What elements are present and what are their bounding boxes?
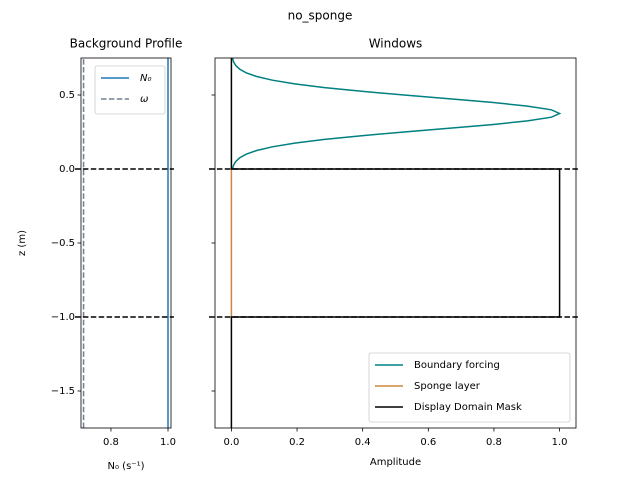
series-line [231,58,562,170]
x-tick-label: 0.8 [103,437,119,448]
x-axis-label: N₀ (s⁻¹) [108,461,145,472]
x-tick-label: 0.4 [355,437,371,448]
y-axis-label: z (m) [17,230,28,256]
legend-label: Display Domain Mask [414,402,522,413]
x-tick-label: 0.6 [420,437,436,448]
x-tick-label: 0.0 [223,437,239,448]
legend-box [94,65,166,115]
y-tick-label: −0.5 [51,238,75,249]
x-tick-label: 0.2 [289,437,305,448]
x-tick-label: 1.0 [160,437,176,448]
x-tick-label: 1.0 [552,437,568,448]
axes-frame [80,57,172,429]
x-axis-label: Amplitude [370,457,421,468]
y-tick-label: −1.0 [51,312,75,323]
series-line [230,58,561,428]
legend-label: Sponge layer [414,381,481,392]
legend-label: ω [140,94,148,105]
x-tick-label: 0.8 [486,437,502,448]
y-tick-label: −1.5 [51,386,75,397]
y-tick-label: 0.0 [59,164,75,175]
y-tick-label: 0.5 [59,90,75,101]
legend-label: Boundary forcing [414,360,500,371]
legend-box [368,352,571,423]
figure-title: no_sponge [288,9,353,23]
legend-label: N₀ [140,73,152,84]
axes-frame [214,57,577,429]
axes-title: Background Profile [70,37,183,51]
axes-title: Windows [369,37,423,51]
